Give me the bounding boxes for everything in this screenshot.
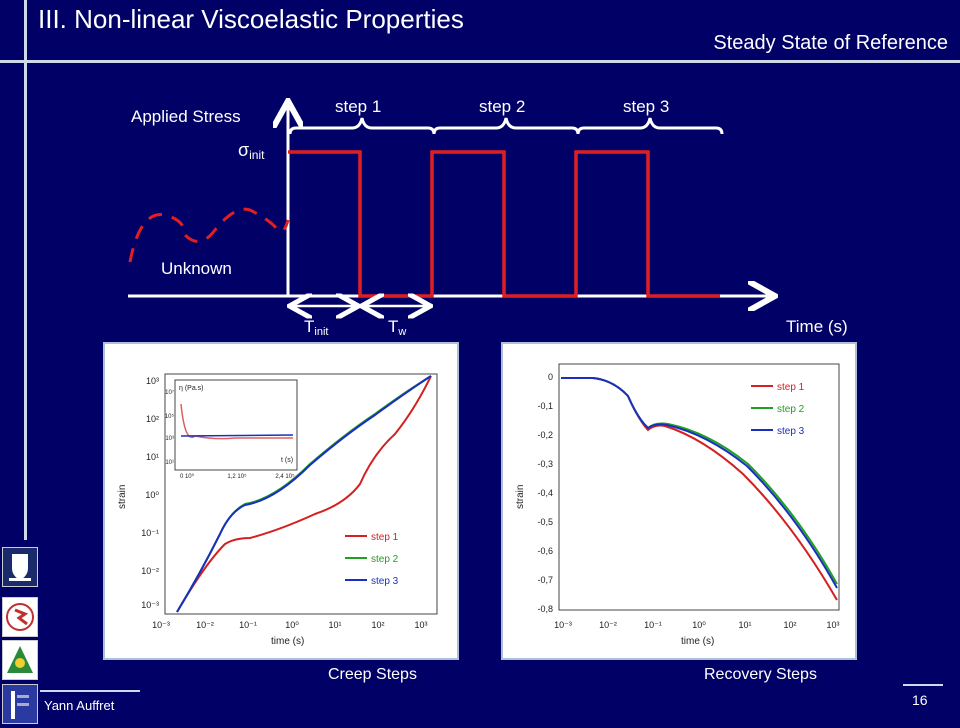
rec-ytick-0: 0 (548, 372, 553, 382)
stress-diagram: Applied Stress step 1 step 2 step 3 σini… (128, 97, 848, 338)
creep-legend-step3: step 3 (371, 576, 399, 587)
creep-xtick-5: 10² (371, 620, 384, 630)
step3-brace (576, 117, 724, 135)
inset-xtick-1: 1,2 10⁵ (227, 473, 247, 480)
unknown-history-curve (128, 207, 290, 263)
recovery-steps-plot: 0 -0,1 -0,2 -0,3 -0,4 -0,5 -0,6 -0,7 -0,… (501, 342, 857, 660)
step1-brace (288, 117, 436, 135)
rec-ylabel: strain (515, 485, 526, 509)
rec-ytick-4: -0,4 (537, 488, 553, 498)
left-divider-line (24, 0, 27, 540)
rec-xtick-5: 10² (783, 620, 796, 630)
creep-ytick-2: 10¹ (146, 452, 159, 462)
rec-ytick-2: -0,2 (537, 430, 553, 440)
creep-xtick-4: 10¹ (328, 620, 341, 630)
creep-ylabel: strain (117, 485, 128, 509)
rec-xtick-0: 10⁻³ (554, 620, 572, 630)
creep-legend-step2: step 2 (371, 554, 399, 565)
rec-xlabel: time (s) (681, 636, 714, 647)
inset-ytick-0: 10⁷ (165, 389, 174, 396)
creep-ytick-4: 10⁻¹ (141, 528, 159, 538)
rec-ytick-7: -0,7 (537, 575, 553, 585)
rec-legend-step1: step 1 (777, 382, 805, 393)
creep-ytick-0: 10³ (146, 376, 159, 386)
inset-xtick-0: 0 10⁰ (180, 473, 195, 480)
creep-caption: Creep Steps (328, 666, 417, 683)
creep-plot-svg: 10³ 10² 10¹ 10⁰ 10⁻¹ 10⁻² 10⁻³ 10⁻³ 10⁻²… (117, 373, 438, 647)
step1-label: step 1 (335, 97, 381, 116)
author-name: Yann Auffret (44, 698, 115, 713)
inset-ytick-1: 10⁵ (165, 413, 175, 420)
step2-brace (432, 117, 580, 135)
t-w-label: Tw (388, 317, 406, 338)
rec-xtick-3: 10⁰ (692, 620, 706, 630)
inset-ytick-3: 10¹ (165, 460, 174, 466)
creep-xtick-0: 10⁻³ (152, 620, 170, 630)
rec-ytick-6: -0,6 (537, 546, 553, 556)
creep-steps-plot: 10³ 10² 10¹ 10⁰ 10⁻¹ 10⁻² 10⁻³ 10⁻³ 10⁻²… (103, 342, 459, 660)
stress-axis-label: Applied Stress (131, 107, 241, 126)
rec-ytick-1: -0,1 (537, 401, 553, 411)
university-crest-logo (2, 547, 38, 587)
creep-xlabel: time (s) (271, 636, 304, 647)
rec-xtick-6: 10³ (826, 620, 839, 630)
step2-label: step 2 (479, 97, 525, 116)
unknown-label: Unknown (161, 259, 232, 278)
creep-xtick-1: 10⁻² (196, 620, 214, 630)
inset-xlabel: t (s) (281, 457, 293, 464)
stress-step-wave (288, 150, 720, 298)
footer-line-left (40, 690, 140, 692)
header-divider-line (0, 60, 960, 63)
creep-curve-step3 (176, 375, 432, 613)
rec-legend-step3: step 3 (777, 426, 805, 437)
rec-ytick-5: -0,5 (537, 517, 553, 527)
recovery-caption: Recovery Steps (704, 666, 817, 683)
step3-label: step 3 (623, 97, 669, 116)
creep-curve-step1 (176, 375, 432, 613)
creep-ytick-1: 10² (146, 414, 159, 424)
slide-title: III. Non-linear Viscoelastic Properties (38, 4, 464, 34)
rec-xtick-4: 10¹ (738, 620, 751, 630)
creep-legend-step1: step 1 (371, 532, 399, 543)
inset-ytick-2: 10³ (165, 436, 174, 442)
recovery-plot-svg: 0 -0,1 -0,2 -0,3 -0,4 -0,5 -0,6 -0,7 -0,… (515, 363, 840, 647)
inset-ylabel: η (Pa.s) (179, 385, 204, 392)
rec-xtick-1: 10⁻² (599, 620, 617, 630)
rec-legend-step2: step 2 (777, 404, 805, 415)
t-init-label: Tinit (304, 317, 328, 338)
sigma-init-label: σinit (238, 140, 265, 162)
school-logo (2, 684, 38, 724)
inset-xtick-2: 2,4 10⁵ (275, 473, 295, 480)
creep-ytick-6: 10⁻³ (141, 600, 159, 610)
creep-xtick-3: 10⁰ (285, 620, 299, 630)
footer-line-right (903, 684, 943, 686)
creep-ytick-5: 10⁻² (141, 566, 159, 576)
creep-ytick-3: 10⁰ (145, 490, 159, 500)
rec-ytick-3: -0,3 (537, 459, 553, 469)
rec-curve-step3 (561, 377, 838, 589)
lab-logo (2, 640, 38, 680)
creep-xtick-2: 10⁻¹ (239, 620, 257, 630)
time-axis-label: Time (s) (786, 317, 848, 336)
slide-subtitle: Steady State of Reference (713, 32, 948, 54)
rec-ytick-8: -0,8 (537, 604, 553, 614)
creep-xtick-6: 10³ (414, 620, 427, 630)
rec-xtick-2: 10⁻¹ (644, 620, 662, 630)
page-number: 16 (912, 692, 928, 708)
institute-logo (2, 597, 38, 637)
inset-curve-blue (180, 434, 294, 437)
